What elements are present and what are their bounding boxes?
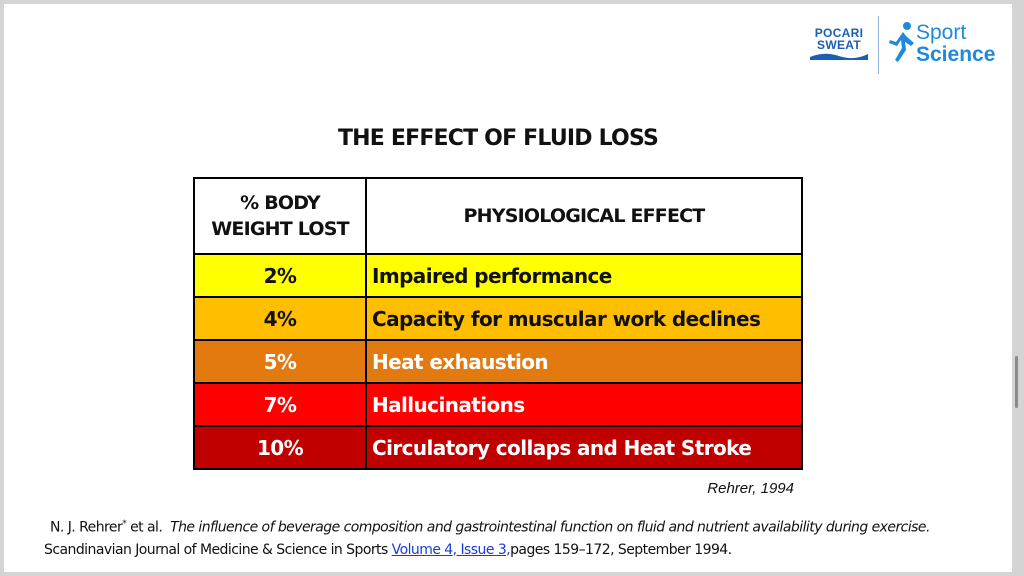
effect-cell: Hallucinations: [365, 382, 803, 427]
percent-cell: 4%: [193, 296, 367, 341]
percent-cell: 10%: [193, 425, 367, 470]
effect-cell: Circulatory collaps and Heat Stroke: [365, 425, 803, 470]
brand-line2: SWEAT: [817, 38, 861, 52]
table-row: 10% Circulatory collaps and Heat Stroke: [193, 425, 803, 470]
percent-cell: 7%: [193, 382, 367, 427]
fluid-loss-table: % BODY WEIGHT LOST PHYSIOLOGICAL EFFECT …: [193, 177, 803, 470]
citation-article-title: The influence of beverage composition an…: [170, 519, 930, 536]
volume-issue-link[interactable]: Volume 4, Issue 3,: [391, 541, 511, 558]
pocari-sweat-wordmark: POCARI SWEAT: [810, 27, 868, 61]
author-mark: *: [122, 519, 127, 529]
citation-journal: Scandinavian Journal of Medicine & Scien…: [44, 541, 388, 558]
slide: POCARI SWEAT Sport Science THE EFFECT OF…: [4, 4, 1012, 572]
scrollbar-thumb[interactable]: [1015, 356, 1018, 408]
brand-line1: POCARI: [814, 26, 864, 40]
effect-cell: Impaired performance: [365, 253, 803, 298]
citation: N. J. Rehrer* et al. The influence of be…: [44, 513, 984, 561]
citation-authors: N. J. Rehrer: [50, 519, 123, 536]
citation-pages: pages 159–172, September 1994.: [510, 541, 732, 558]
slide-title: THE EFFECT OF FLUID LOSS: [337, 126, 659, 151]
table-header-row: % BODY WEIGHT LOST PHYSIOLOGICAL EFFECT: [193, 177, 803, 255]
source-note: Rehrer, 1994: [707, 480, 794, 497]
science-wordmark: Science: [916, 43, 996, 66]
pocari-sweat-sport-science-logo: POCARI SWEAT Sport Science: [808, 16, 1014, 76]
percent-cell: 2%: [193, 253, 367, 298]
table-row: 4% Capacity for muscular work declines: [193, 296, 803, 341]
header-physiological-effect: PHYSIOLOGICAL EFFECT: [365, 177, 803, 255]
sport-wordmark: Sport: [916, 21, 967, 44]
wave-icon: [810, 53, 868, 60]
table-row: 7% Hallucinations: [193, 382, 803, 427]
effect-cell: Capacity for muscular work declines: [365, 296, 803, 341]
logo-divider: [878, 16, 879, 74]
effect-cell: Heat exhaustion: [365, 339, 803, 384]
table-row: 2% Impaired performance: [193, 253, 803, 298]
header-body-weight-lost: % BODY WEIGHT LOST: [193, 177, 367, 255]
citation-etal: et al.: [130, 519, 163, 536]
percent-cell: 5%: [193, 339, 367, 384]
table-row: 5% Heat exhaustion: [193, 339, 803, 384]
runner-icon: [889, 22, 914, 62]
